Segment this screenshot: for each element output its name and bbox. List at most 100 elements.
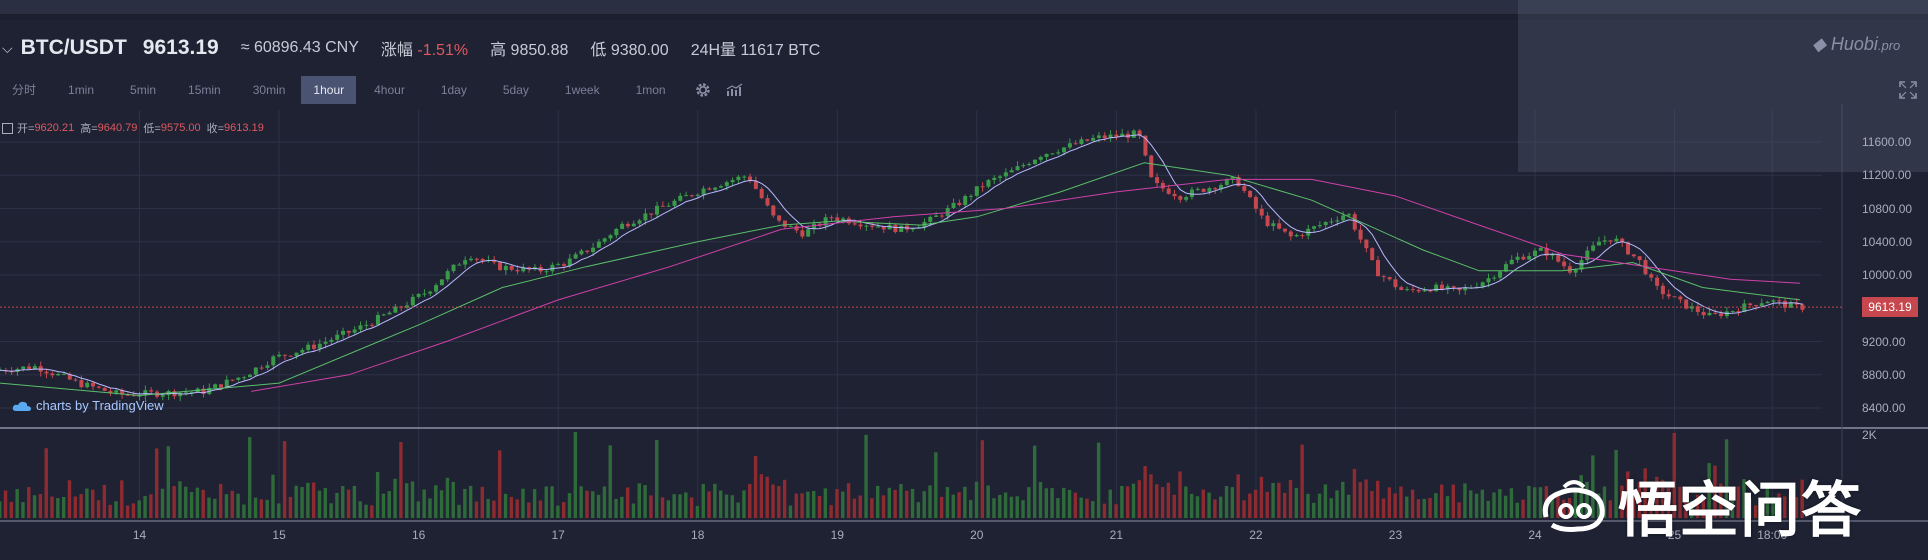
candle-body	[143, 390, 148, 396]
volume-bar	[463, 488, 467, 518]
candle-body	[1091, 137, 1096, 141]
volume-bar	[1288, 479, 1293, 518]
price-tick-label: 8800.00	[1862, 367, 1906, 382]
volume-value: 11617 BTC	[740, 42, 821, 59]
volume-bar	[218, 483, 223, 518]
time-tick-label: 25	[1667, 528, 1682, 542]
candle-body	[655, 205, 660, 215]
candle-body	[963, 196, 968, 206]
tf-1week[interactable]: 1week	[564, 83, 600, 97]
candle-body	[1701, 311, 1706, 316]
volume-bar	[1783, 496, 1787, 518]
volume-bar	[91, 489, 95, 518]
tf-1hour[interactable]: 1hour	[301, 76, 357, 104]
top-strip-shadow	[0, 14, 1928, 20]
chevron-down-icon[interactable]: ⌵	[2, 39, 13, 56]
candle-body	[585, 250, 590, 252]
volume-bar	[1160, 487, 1165, 518]
volume-bar	[1637, 481, 1642, 518]
candle-body	[1219, 184, 1224, 190]
candle-body	[1480, 282, 1485, 287]
candle-body	[666, 205, 671, 207]
volume-bar	[1533, 487, 1537, 518]
volume-bar	[864, 434, 868, 518]
candle-body	[1346, 214, 1351, 216]
volume-bar	[1387, 487, 1392, 518]
tf-5min[interactable]: 5min	[130, 83, 157, 97]
volume-bar	[21, 502, 25, 518]
candle-body	[120, 390, 125, 395]
candle-body	[1213, 188, 1218, 190]
candle-body	[1364, 239, 1369, 249]
volume-bar	[707, 491, 711, 518]
candle-body	[1282, 228, 1287, 232]
candle-body	[1527, 256, 1532, 260]
volume-bar	[1137, 480, 1142, 518]
candle-body	[1253, 197, 1258, 209]
volume-bar	[1596, 493, 1601, 518]
time-tick-label: 22	[1249, 528, 1263, 542]
volume-bar	[957, 492, 961, 518]
candle-body	[1323, 222, 1328, 226]
volume-bar	[1009, 496, 1014, 518]
candle-body	[1352, 214, 1357, 230]
price-tick-label: 11600.00	[1862, 135, 1912, 149]
fullscreen-icon[interactable]	[1898, 80, 1918, 100]
volume-bar	[1300, 444, 1304, 518]
candle-body	[1573, 269, 1578, 273]
tf-1day[interactable]: 1day	[440, 83, 467, 97]
tradingview-brand[interactable]: charts by TradingView	[12, 398, 164, 413]
candle-body	[631, 223, 636, 227]
tf-5day[interactable]: 5day	[502, 83, 529, 97]
candle-body	[149, 390, 154, 392]
volume-bar	[573, 432, 578, 518]
indicators-chart-icon[interactable]	[722, 76, 748, 104]
volume-bar	[201, 489, 205, 518]
volume-bar	[335, 492, 339, 518]
candle-body	[893, 224, 898, 233]
volume-bar	[277, 503, 281, 518]
volume-bar	[1306, 493, 1310, 518]
tf-tick[interactable]: 分时	[12, 83, 37, 97]
candle-body	[61, 373, 66, 375]
volume-bar	[1178, 471, 1182, 518]
time-tick-label: 15	[272, 528, 286, 542]
candle-body	[1137, 130, 1142, 136]
candle-body	[1248, 190, 1253, 198]
tf-4hour[interactable]: 4hour	[374, 83, 405, 97]
candle-body	[1381, 276, 1386, 278]
tf-30min[interactable]: 30min	[252, 83, 286, 97]
volume-bar	[1038, 482, 1043, 518]
volume-bar	[846, 483, 851, 518]
candle-body	[742, 176, 747, 178]
candle-body	[79, 380, 84, 388]
volume-bar	[271, 474, 275, 518]
tf-1min[interactable]: 1min	[68, 83, 95, 97]
candle-body	[189, 392, 194, 394]
tf-1mon[interactable]: 1mon	[635, 83, 666, 97]
candle-body	[794, 226, 799, 231]
volume-bar	[829, 505, 833, 518]
volume-bar	[765, 476, 769, 518]
volume-bar	[503, 493, 508, 518]
time-tick-label: 20	[970, 528, 984, 542]
settings-gear-icon[interactable]	[690, 76, 716, 104]
candle-body	[125, 394, 130, 396]
volume-bar	[1451, 484, 1455, 518]
candle-body	[498, 262, 503, 271]
volume-bar	[1323, 484, 1328, 518]
volume-bar	[1707, 463, 1711, 518]
candle-body	[974, 186, 979, 196]
tf-15min[interactable]: 15min	[188, 83, 221, 97]
candle-body	[346, 330, 351, 333]
legend-toggle-icon[interactable]	[2, 122, 13, 134]
candle-body	[1358, 229, 1363, 240]
candle-body	[875, 226, 880, 228]
candle-body	[1562, 261, 1567, 267]
volume-bar	[1556, 495, 1560, 518]
volume-bar	[1282, 492, 1287, 518]
volume-bar	[486, 498, 490, 518]
volume-bar	[1626, 471, 1630, 518]
pair-name[interactable]: BTC/USDT	[20, 36, 127, 59]
